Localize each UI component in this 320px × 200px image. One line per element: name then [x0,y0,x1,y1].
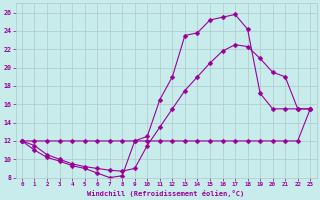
X-axis label: Windchill (Refroidissement éolien,°C): Windchill (Refroidissement éolien,°C) [87,190,245,197]
